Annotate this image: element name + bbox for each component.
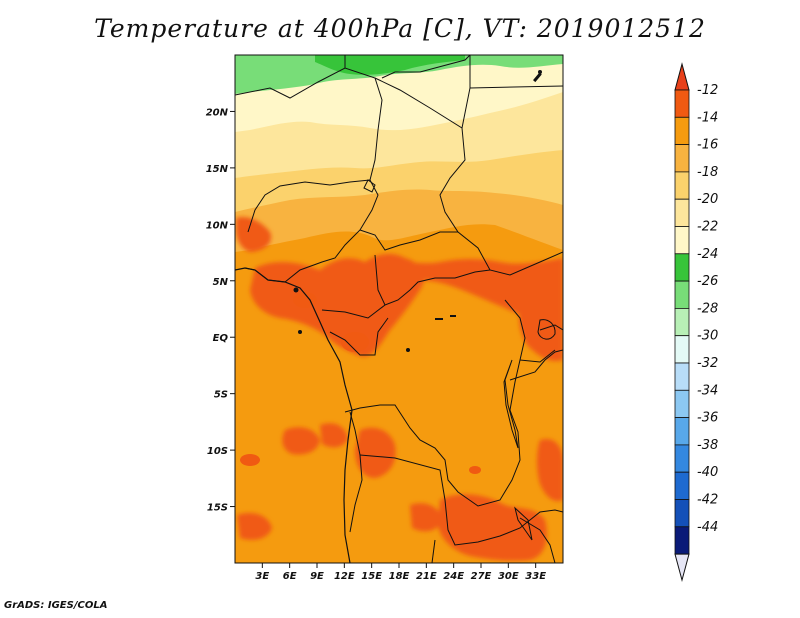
colorbar-bin <box>674 171 690 200</box>
islands <box>293 70 542 352</box>
colorbar-label: -24 <box>697 247 718 262</box>
plot-title: Temperature at 400hPa [C], VT: 201901251… <box>94 14 706 43</box>
colorbar-bin <box>674 226 690 255</box>
country-borders <box>235 55 563 563</box>
grads-credit: GrADS: IGES/COLA <box>4 600 108 611</box>
colorbar-label: -40 <box>697 465 718 480</box>
lat-tick-label: 5S <box>214 390 228 401</box>
temperature-field <box>235 55 563 563</box>
lat-tick-label: EQ <box>213 333 229 344</box>
colorbar-label: -42 <box>697 493 718 508</box>
lon-tick-label: 18E <box>389 571 410 582</box>
lon-tick-label: 9E <box>310 571 324 582</box>
colorbar-bin <box>674 89 690 118</box>
colorbar-bin <box>674 417 690 446</box>
colorbar-label: -18 <box>697 165 718 180</box>
colorbar-bin <box>674 198 690 227</box>
field-band-24 <box>315 55 465 75</box>
colorbar-label: -38 <box>697 438 718 453</box>
colorbar-label: -28 <box>697 301 718 316</box>
colorbar-bin <box>674 253 690 282</box>
colorbar-bin <box>674 499 690 528</box>
colorbar-bin <box>674 471 690 500</box>
field-band-26 <box>235 55 563 94</box>
lat-tick-label: 15S <box>207 503 228 514</box>
colorbar-bin <box>674 362 690 391</box>
colorbar-label: -20 <box>697 192 718 207</box>
lon-tick-label: 3E <box>255 571 269 582</box>
lon-tick-label: 27E <box>471 571 492 582</box>
colorbar-label: -44 <box>697 520 718 535</box>
colorbar-top-arrow <box>674 62 690 91</box>
longitude-axis: 3E 6E 9E 12E 15E 18E 21E 24E 27E 30E 33E <box>255 563 546 582</box>
lon-tick-label: 15E <box>361 571 382 582</box>
colorbar-bin <box>674 335 690 364</box>
lon-tick-label: 12E <box>334 571 355 582</box>
lat-tick-label: 10N <box>206 220 229 231</box>
field-band-12-small <box>240 292 481 474</box>
colorbar-label: -34 <box>697 383 718 398</box>
latitude-axis: 20N 15N 10N 5N EQ 5S 10S 15S <box>206 107 235 514</box>
colorbar-label: -22 <box>697 220 718 235</box>
colorbar-label: -12 <box>697 83 718 98</box>
colorbar-label: -16 <box>697 138 718 153</box>
colorbar-bin <box>674 280 690 309</box>
colorbar-bin <box>674 444 690 473</box>
lon-tick-label: 24E <box>443 571 464 582</box>
lat-tick-label: 10S <box>207 446 228 457</box>
colorbar-bin <box>674 116 690 146</box>
lon-tick-label: 6E <box>283 571 297 582</box>
colorbar-bin <box>674 526 690 555</box>
lat-tick-label: 5N <box>213 277 229 288</box>
colorbar-bin <box>674 389 690 418</box>
colorbar-label: -32 <box>697 356 718 371</box>
lon-tick-label: 30E <box>498 571 519 582</box>
colorbar-bin <box>674 307 690 337</box>
colorbar-bottom-arrow <box>674 553 690 583</box>
colorbar-label: -26 <box>697 274 718 289</box>
lakes <box>363 179 556 541</box>
lat-tick-label: 20N <box>206 107 229 118</box>
coastline <box>235 267 353 563</box>
colorbar-label: -30 <box>697 329 718 344</box>
colorbar-label: -14 <box>697 110 718 125</box>
lat-tick-label: 15N <box>206 164 229 175</box>
colorbar-bin <box>674 144 690 173</box>
colorbar-label: -36 <box>697 411 718 426</box>
lon-tick-label: 21E <box>416 571 437 582</box>
colorbar: -12 -14 -16 -18 -20 -22 -24 -26 -28 -30 -32 -34 -36 -… <box>674 62 718 583</box>
lon-tick-label: 33E <box>525 571 546 582</box>
